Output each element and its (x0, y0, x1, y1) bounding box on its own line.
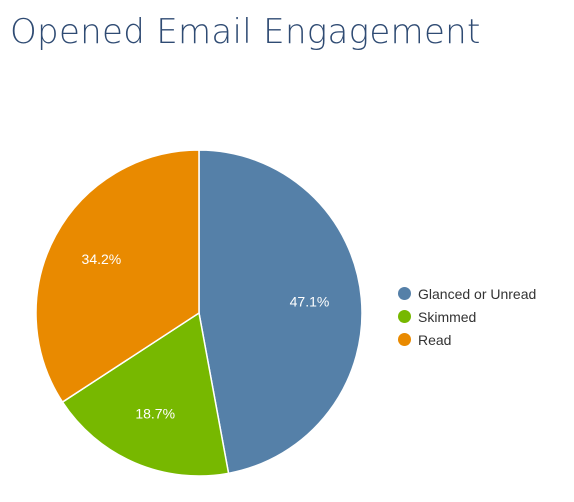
pie-slice-skimmed[interactable] (61, 311, 230, 477)
legend-swatch-icon (398, 333, 411, 346)
legend-label: Glanced or Unread (418, 285, 537, 302)
legend-item[interactable]: Glanced or Unread (398, 282, 536, 305)
legend-label: Read (418, 331, 452, 348)
chart-legend: Glanced or Unread Skimmed Read (398, 282, 536, 351)
legend-swatch-icon (398, 287, 411, 300)
legend-swatch-icon (398, 310, 411, 323)
legend-item[interactable]: Skimmed (398, 305, 536, 328)
pie-slice-read[interactable] (35, 149, 200, 404)
slice-value-label: 34.2% (82, 251, 122, 267)
legend-label: Skimmed (418, 308, 477, 325)
pie-slice-glanced-or-unread[interactable] (198, 149, 363, 475)
chart-title: Opened Email Engagement (10, 12, 481, 52)
legend-item[interactable]: Read (398, 328, 536, 351)
slice-value-label: 47.1% (290, 294, 330, 310)
slice-value-label: 18.7% (135, 406, 175, 422)
